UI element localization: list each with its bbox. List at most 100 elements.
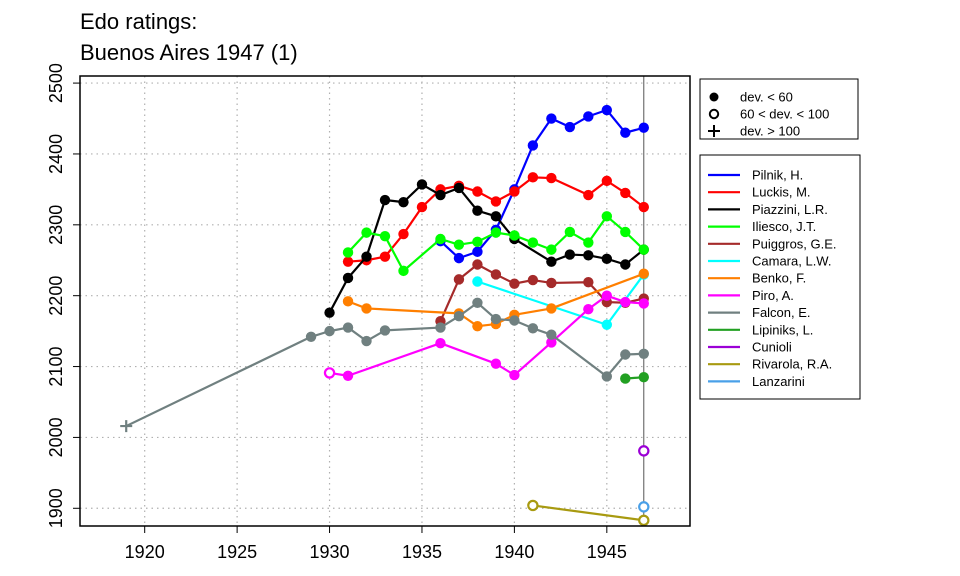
data-point	[435, 233, 446, 245]
data-point	[342, 272, 354, 284]
data-point	[472, 259, 483, 270]
legend-entry: Benko, F.	[752, 271, 806, 286]
x-tick-label: 1945	[587, 542, 627, 562]
data-point	[342, 247, 354, 258]
legend-entry: Piazzini, L.R.	[752, 202, 828, 217]
y-tick-label: 1900	[46, 488, 66, 528]
data-point	[453, 311, 465, 322]
data-point	[361, 227, 372, 238]
chart-title-line-1: Edo ratings:	[80, 9, 197, 34]
x-tick-label: 1925	[217, 542, 257, 562]
data-point	[564, 226, 576, 238]
data-point	[527, 172, 539, 183]
series-line	[532, 504, 644, 522]
data-point	[324, 307, 335, 318]
y-tick-label: 2500	[46, 63, 66, 103]
series-line	[125, 301, 644, 428]
data-point	[490, 313, 502, 325]
marker-legend-box	[699, 78, 859, 140]
data-point	[490, 227, 502, 238]
chart-title-line-2: Buenos Aires 1947 (1)	[80, 40, 298, 65]
data-point	[583, 111, 594, 122]
data-point	[342, 256, 354, 267]
series-rivarola-r-a	[527, 499, 650, 527]
data-point	[509, 315, 520, 326]
data-point	[416, 201, 428, 213]
data-point	[120, 420, 133, 433]
data-point	[601, 253, 613, 265]
data-point	[379, 325, 391, 336]
data-point	[453, 252, 465, 264]
data-point	[601, 371, 613, 382]
data-point	[453, 239, 465, 250]
series-pilnik-h	[435, 104, 649, 264]
data-point	[342, 370, 354, 381]
x-axis: 1920 1925 1930 1935 1940 1945	[125, 526, 627, 562]
data-point	[527, 499, 539, 512]
data-point	[472, 276, 483, 287]
series-line	[439, 263, 645, 322]
data-point	[601, 211, 613, 222]
data-point	[583, 277, 594, 288]
data-point	[564, 121, 576, 133]
data-point	[638, 371, 649, 383]
data-point	[472, 186, 483, 197]
data-point	[509, 186, 520, 197]
data-point	[583, 303, 594, 315]
legend-entry: Puiggros, G.E.	[752, 236, 837, 251]
data-point	[620, 296, 631, 308]
y-tick-label: 2400	[46, 134, 66, 174]
marker-legend: dev. < 60 60 < dev. < 100 dev. > 100	[699, 78, 859, 140]
data-point	[509, 278, 520, 289]
data-point	[398, 196, 409, 208]
data-point	[509, 230, 520, 241]
data-point	[546, 329, 557, 340]
y-tick-label: 2200	[46, 276, 66, 316]
legend-entry: Camara, L.W.	[752, 254, 831, 269]
data-point	[546, 172, 557, 184]
series-piro-a	[323, 290, 649, 381]
legend-entry: Rivarola, R.A.	[752, 357, 832, 372]
data-point	[546, 303, 557, 314]
data-point	[305, 331, 317, 342]
data-point	[620, 259, 631, 270]
data-point	[601, 290, 613, 301]
data-point	[546, 113, 557, 124]
x-tick-label: 1930	[310, 542, 350, 562]
data-point	[435, 189, 446, 201]
data-point	[416, 179, 428, 190]
legend-entry: Lanzarini	[752, 374, 805, 389]
data-point	[620, 226, 631, 238]
data-point	[453, 182, 465, 194]
data-point	[342, 322, 354, 333]
series-piazzini-l-r	[324, 179, 649, 318]
data-point	[361, 303, 372, 314]
plot-frame	[79, 75, 691, 527]
data-point	[527, 274, 539, 286]
data-point	[435, 322, 446, 333]
data-point	[546, 244, 557, 255]
series-line	[347, 215, 645, 272]
data-point	[379, 194, 391, 206]
data-point	[583, 250, 594, 261]
y-axis: 1900 2000 2100 2200 2300 2400 2500	[46, 63, 80, 528]
y-tick-label: 2100	[46, 347, 66, 387]
y-tick-label: 2300	[46, 205, 66, 245]
series-line	[328, 183, 645, 314]
x-tick-label: 1935	[402, 542, 442, 562]
data-point	[398, 228, 409, 240]
data-point	[323, 367, 336, 379]
legend-symbol-open	[708, 108, 720, 120]
y-tick-label: 2000	[46, 417, 66, 457]
data-point	[638, 501, 650, 513]
legend-symbol-filled	[709, 92, 719, 102]
legend-entry: Falcon, E.	[752, 305, 811, 320]
marker-legend-label: dev. > 100	[740, 124, 800, 139]
data-point	[620, 373, 631, 384]
data-point	[324, 325, 335, 337]
legend-entry: Cunioli	[752, 340, 792, 355]
data-point	[601, 175, 613, 187]
legend-entry: Lipiniks, L.	[752, 322, 813, 337]
series-lipiniks-l	[620, 371, 649, 384]
